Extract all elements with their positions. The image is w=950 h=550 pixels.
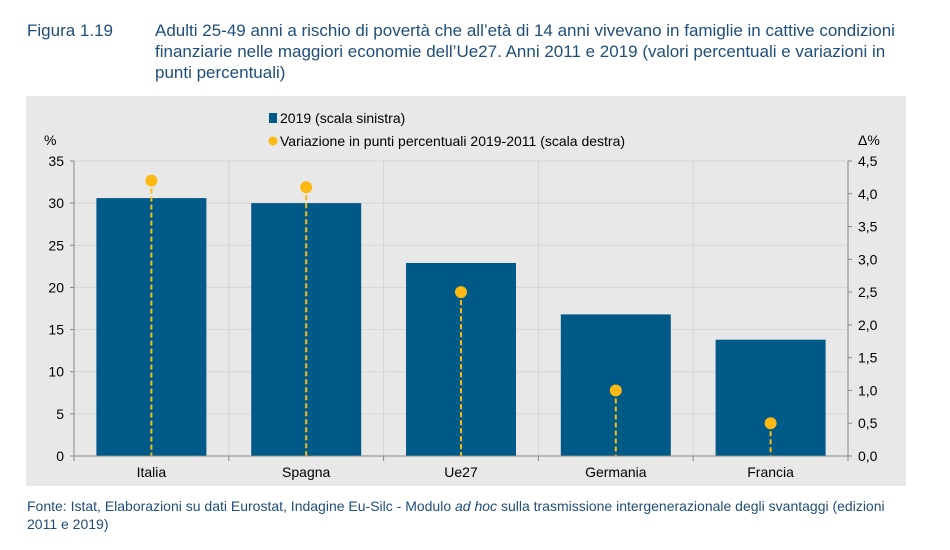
y-axis-label-right: Δ% <box>858 132 880 148</box>
dot-germania <box>609 384 622 397</box>
x-tick-label: Italia <box>137 464 167 480</box>
figure-label: Figura 1.19 <box>27 21 113 40</box>
y-tick-left: 10 <box>48 364 64 380</box>
source-italic: ad hoc <box>455 498 498 514</box>
bar-spagna <box>251 203 362 456</box>
dot-spagna <box>300 181 313 194</box>
y-tick-left: 30 <box>48 195 64 211</box>
legend-bar-swatch <box>269 113 277 123</box>
dot-francia <box>764 417 777 430</box>
y-tick-right: 2,0 <box>858 317 878 333</box>
y-tick-left: 0 <box>56 448 64 464</box>
x-tick-label: Spagna <box>282 464 330 480</box>
y-tick-left: 5 <box>56 406 64 422</box>
legend-dot-label: Variazione in punti percentuali 2019-201… <box>280 133 625 149</box>
source-note: Fonte: Istat, Elaborazioni su dati Euros… <box>27 497 917 533</box>
y-tick-left: 20 <box>48 279 64 295</box>
y-tick-left: 25 <box>48 237 64 253</box>
y-tick-right: 3,0 <box>858 251 878 267</box>
figure-title-text: Adulti 25-49 anni a rischio di povertà c… <box>155 21 895 82</box>
y-tick-left: 15 <box>48 322 64 338</box>
y-axis-label-left: % <box>44 132 56 148</box>
y-tick-right: 2,5 <box>858 284 878 300</box>
y-tick-right: 0,0 <box>858 448 878 464</box>
bar-francia <box>715 339 826 456</box>
y-tick-right: 3,5 <box>858 219 878 235</box>
source-prefix: Fonte: Istat, Elaborazioni su dati Euros… <box>27 498 456 514</box>
x-tick-label: Ue27 <box>444 464 478 480</box>
y-tick-left: 35 <box>48 153 64 169</box>
x-tick-label: Germania <box>585 464 647 480</box>
y-tick-right: 1,5 <box>858 350 878 366</box>
dot-italia <box>145 174 158 187</box>
dot-ue27 <box>455 286 467 299</box>
legend-dot-swatch <box>268 136 278 146</box>
y-tick-right: 1,0 <box>858 382 878 398</box>
y-tick-right: 4,5 <box>858 153 878 169</box>
y-tick-right: 0,5 <box>858 415 878 431</box>
legend-bar-label: 2019 (scala sinistra) <box>280 110 405 126</box>
y-tick-right: 4,0 <box>858 186 878 202</box>
source-suffix: sulla trasmissione intergenerazionale de… <box>27 498 885 532</box>
x-tick-label: Francia <box>747 464 794 480</box>
